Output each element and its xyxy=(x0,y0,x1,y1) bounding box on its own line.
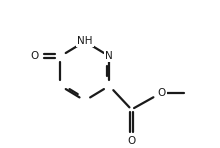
Text: O: O xyxy=(30,51,39,61)
Text: NH: NH xyxy=(77,36,93,46)
Text: N: N xyxy=(105,51,113,61)
Text: O: O xyxy=(127,136,136,146)
Text: O: O xyxy=(158,88,166,98)
